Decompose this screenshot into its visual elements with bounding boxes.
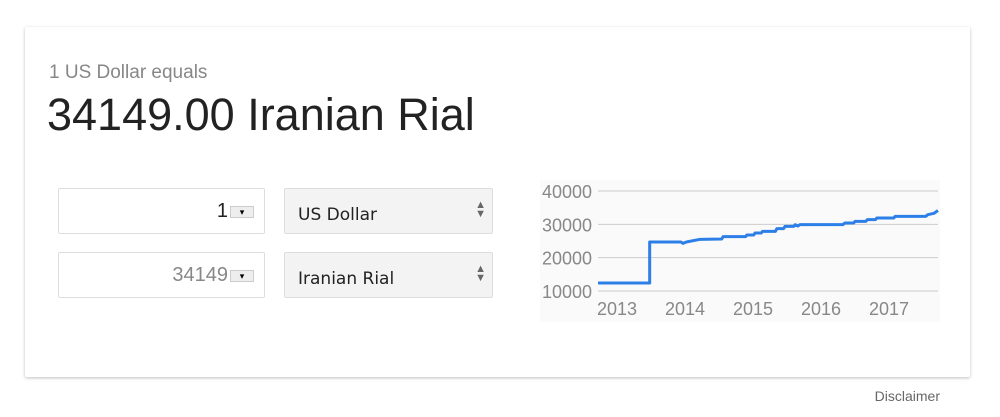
select-arrows-icon: ▲ ▼ [475, 199, 486, 220]
y-tick-label: 20000 [542, 249, 592, 269]
x-tick-label: 2014 [665, 299, 705, 319]
to-currency-label: Iranian Rial [298, 269, 395, 289]
x-tick-label: 2013 [597, 299, 637, 319]
x-tick-label: 2016 [801, 299, 841, 319]
rate-line [598, 209, 939, 285]
to-amount-input[interactable]: 34149 ▾ [58, 252, 265, 298]
from-currency-select[interactable]: US Dollar ▲ ▼ [284, 188, 493, 234]
to-currency-select[interactable]: Iranian Rial ▲ ▼ [284, 252, 493, 298]
y-tick-label: 30000 [542, 215, 592, 235]
from-amount-value: 1 [216, 200, 228, 222]
from-currency-label: US Dollar [298, 205, 377, 225]
conversion-subtitle: 1 US Dollar equals [49, 62, 208, 83]
spinner-icon[interactable]: ▾ [230, 206, 254, 218]
chart-background [540, 180, 940, 322]
select-arrows-icon: ▲ ▼ [475, 263, 486, 284]
conversion-result: 34149.00 Iranian Rial [47, 89, 475, 140]
spinner-icon[interactable]: ▾ [230, 270, 254, 282]
x-tick-label: 2015 [733, 299, 773, 319]
x-tick-label: 2017 [869, 299, 909, 319]
y-tick-label: 10000 [542, 282, 592, 302]
to-amount-value: 34149 [172, 264, 228, 286]
from-amount-input[interactable]: 1 ▾ [58, 188, 265, 234]
y-tick-label: 40000 [542, 182, 592, 202]
disclaimer-link[interactable]: Disclaimer [874, 388, 940, 404]
